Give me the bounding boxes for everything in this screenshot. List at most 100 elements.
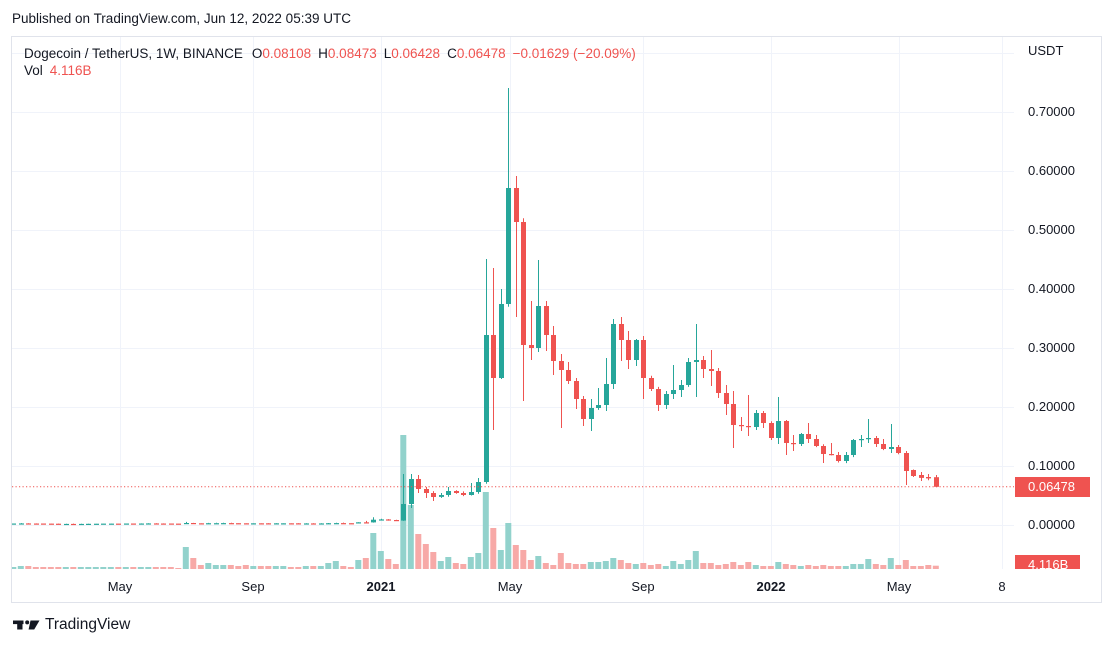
candle-up: [679, 380, 684, 397]
candle-down: [911, 469, 916, 477]
volume-bar: [190, 558, 197, 569]
volume-bar: [490, 528, 497, 569]
volume-bar: [115, 567, 122, 569]
candle-down: [934, 475, 939, 488]
tradingview-brand: TradingView: [45, 616, 131, 633]
volume-label[interactable]: Vol: [24, 63, 43, 78]
candle-up: [101, 523, 106, 525]
candle-down: [349, 523, 354, 525]
candle-down: [236, 523, 241, 525]
price-axis[interactable]: USDT 0.70000 0.60000 0.50000 0.40000 0.3…: [1014, 37, 1102, 569]
volume-bar: [437, 561, 444, 569]
candle-down: [784, 420, 789, 455]
candle-down: [769, 421, 774, 440]
volume-bar: [220, 565, 227, 569]
candle-down: [739, 417, 744, 431]
volume-bar: [805, 565, 812, 569]
symbol-title[interactable]: Dogecoin / TetherUS, 1W, BINANCE: [24, 46, 243, 61]
legend-low: L0.06428: [383, 46, 441, 61]
candle-up: [799, 433, 804, 446]
volume-bar: [872, 564, 879, 569]
time-label: May: [497, 579, 523, 594]
candle-up: [499, 289, 504, 379]
volume-bar: [325, 563, 332, 569]
candle-down: [566, 362, 571, 384]
candle-down: [904, 451, 909, 485]
volume-bar: [370, 533, 377, 569]
candle-up: [146, 523, 151, 525]
candle-up: [274, 523, 279, 525]
price-tick: 0.20000: [1028, 399, 1075, 414]
candle-up: [776, 397, 781, 444]
volume-bar: [422, 544, 429, 569]
volume-bar: [812, 566, 819, 569]
candle-up: [109, 523, 114, 525]
volume-bar: [475, 553, 482, 569]
volume-bar: [917, 566, 924, 569]
candle-up: [19, 523, 24, 525]
volume-bar: [467, 557, 474, 569]
volume-bar: [730, 562, 737, 569]
time-label-year: 2021: [366, 579, 396, 594]
volume-bar: [550, 565, 557, 569]
volume-bar: [827, 566, 834, 569]
candle-down: [559, 354, 564, 428]
candle-up: [64, 523, 69, 526]
price-tick: 0.40000: [1028, 281, 1075, 296]
volume-bar: [40, 567, 47, 569]
candle-up: [851, 439, 856, 458]
volume-bar: [685, 560, 692, 569]
candle-up: [604, 358, 609, 411]
tradingview-footer[interactable]: TradingView: [13, 616, 130, 634]
candle-down: [649, 375, 654, 391]
volume-bar: [820, 565, 827, 569]
volume-bar: [745, 562, 752, 569]
price-tick: 0.70000: [1028, 104, 1075, 119]
currency-label[interactable]: USDT: [1028, 43, 1064, 58]
candle-down: [724, 385, 729, 415]
legend-close: C0.06478: [447, 46, 506, 61]
volume-bar: [520, 550, 527, 569]
volume-bar: [362, 558, 369, 569]
volume-bar: [850, 564, 857, 569]
volume-bar: [107, 567, 114, 569]
volume-bar: [70, 567, 77, 569]
candle-down: [26, 523, 31, 525]
candle-up: [304, 523, 309, 525]
candle-up: [79, 523, 84, 526]
volume-bar: [617, 560, 624, 569]
last-volume-badge: 4.116B: [1015, 555, 1080, 569]
volume-bar: [655, 564, 662, 569]
volume-bar: [542, 563, 549, 569]
candle-down: [296, 523, 301, 525]
candle-down: [746, 395, 751, 436]
volume-bar: [152, 567, 159, 569]
volume-bar: [752, 565, 759, 569]
candle-up: [506, 88, 511, 307]
volume-bar: [25, 566, 32, 569]
candle-up: [634, 339, 639, 366]
volume-bar: [317, 566, 324, 569]
candle-down: [896, 445, 901, 455]
volume-bar: [557, 553, 564, 569]
volume-bar: [512, 545, 519, 569]
candle-down: [581, 396, 586, 426]
candle-down: [821, 444, 826, 463]
volume-bar: [145, 567, 152, 569]
candle-up: [694, 324, 699, 397]
volume-bar: [272, 566, 279, 569]
time-label: May: [886, 579, 912, 594]
volume-bar: [670, 561, 677, 569]
volume-bar: [212, 565, 219, 569]
volume-bar: [932, 565, 939, 569]
volume-bar: [265, 566, 272, 569]
volume-bar: [47, 567, 54, 569]
volume-bar: [310, 566, 317, 569]
volume-bar: [880, 565, 887, 569]
candle-down: [191, 522, 196, 525]
volume-bar: [130, 567, 137, 569]
candle-down: [836, 452, 841, 463]
candle-down: [169, 523, 174, 525]
volume-bar: [580, 564, 587, 569]
candle-down: [41, 523, 46, 525]
